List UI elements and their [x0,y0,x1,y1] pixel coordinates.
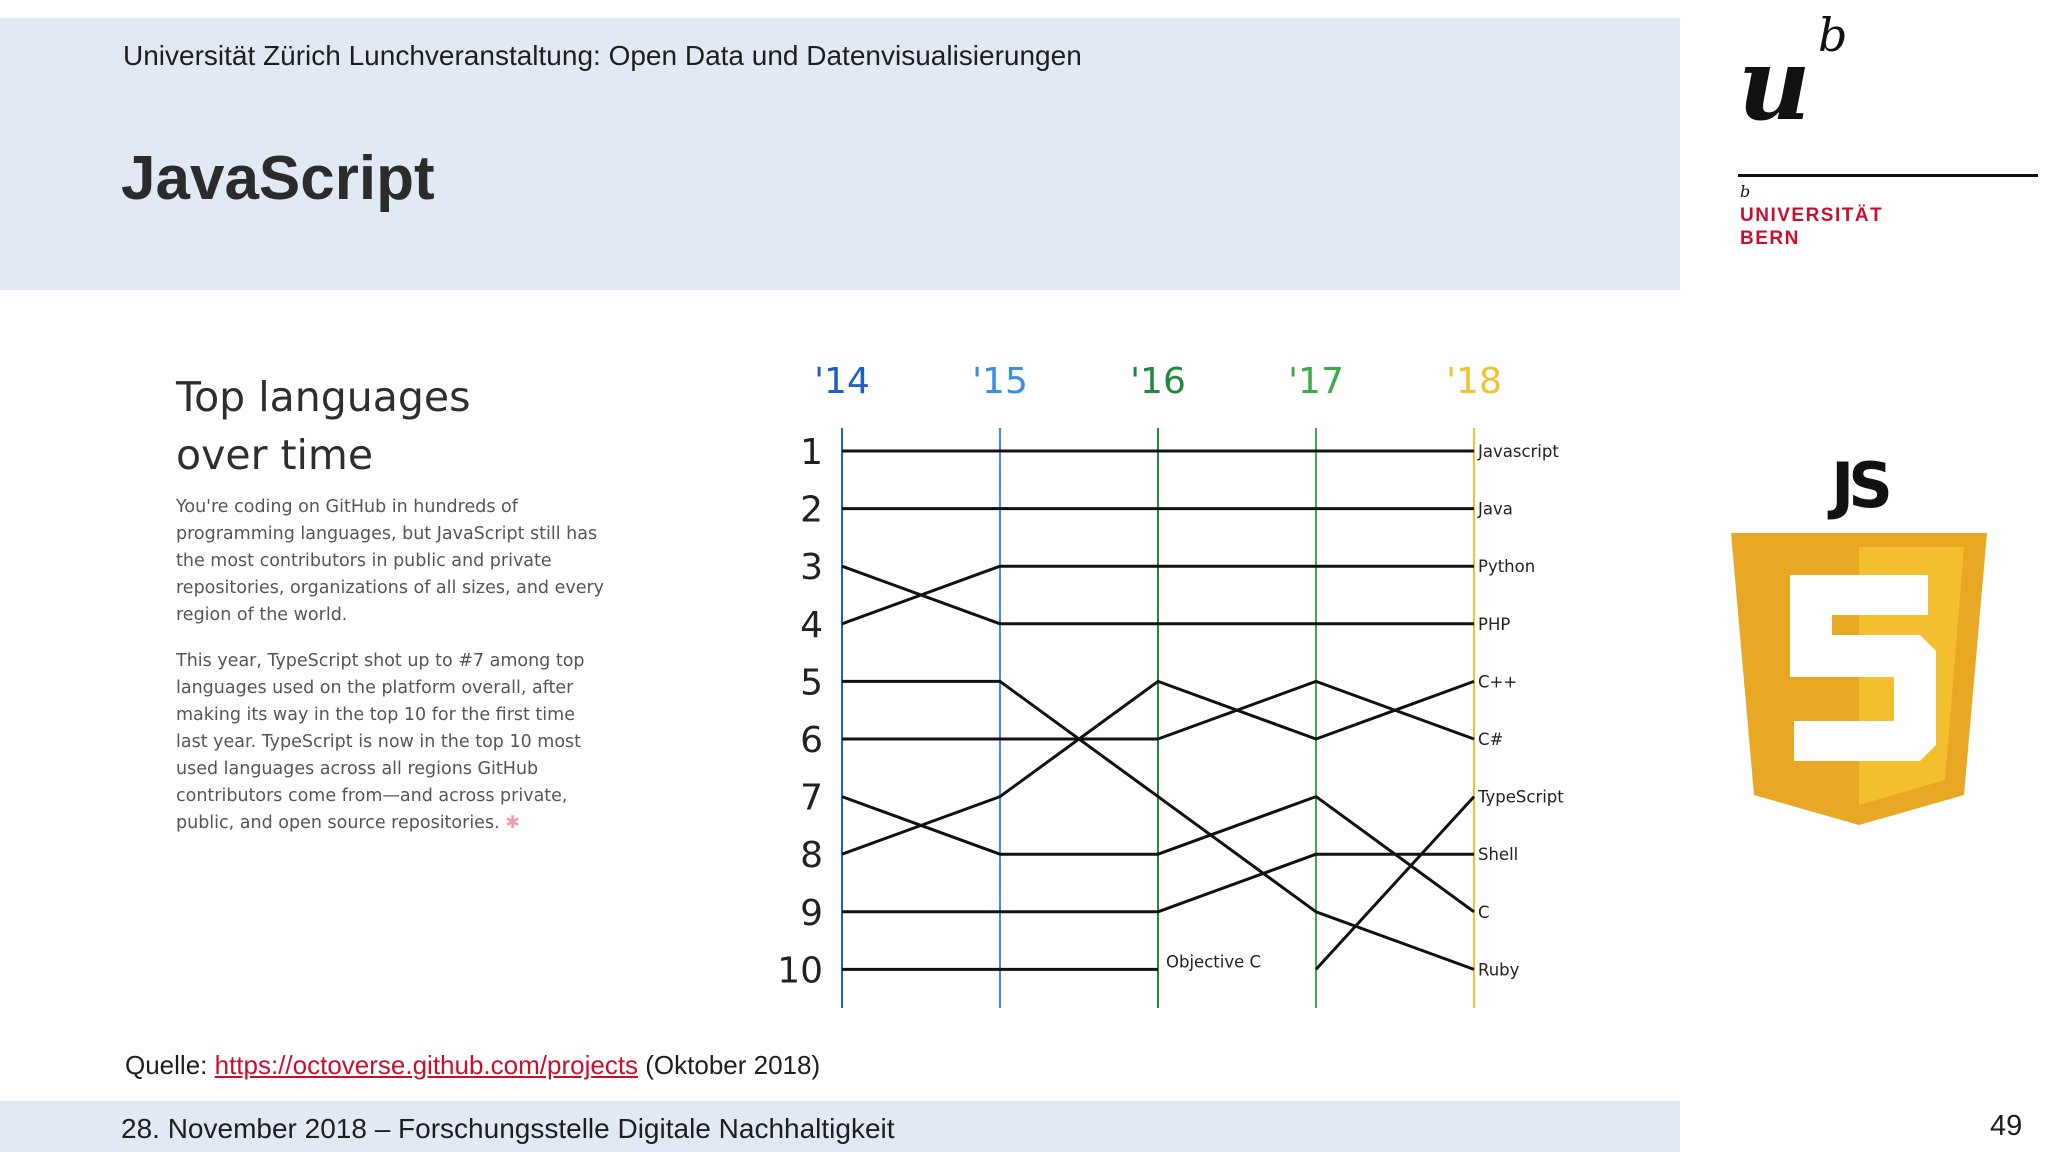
series-label: Javascript [1477,442,1559,461]
rank-label: 2 [800,490,823,531]
source-line: Quelle: https://octoverse.github.com/pro… [125,1050,820,1081]
rank-label: 5 [800,662,823,703]
series-label: Ruby [1478,960,1520,979]
series-line [842,852,1474,914]
series-line [842,679,1475,741]
js-badge-icon: JS [1731,455,1987,825]
footer-text: 28. November 2018 – Forschungsstelle Dig… [121,1113,895,1144]
series-label: C [1478,903,1490,922]
logo-b: b [1818,8,1848,62]
university-logo: u b b UNIVERSITÄT BERN [1738,12,2038,252]
year-label: '15 [972,361,1028,402]
rank-label: 1 [800,432,823,473]
year-label: '14 [814,361,870,402]
rank-label: 8 [800,835,823,876]
series-label: C++ [1478,672,1517,691]
octoverse-heading: Top languages over time [176,368,596,484]
series-line [841,564,1474,626]
slide-title: JavaScript [121,144,435,213]
rank-label: 6 [800,720,823,761]
js-badge-text: JS [1827,455,1889,522]
source-suffix: (Oktober 2018) [638,1050,821,1080]
logo-rule [1738,174,2038,177]
octoverse-paragraph-2: This year, TypeScript shot up to #7 amon… [176,648,606,837]
year-label: '17 [1288,361,1344,402]
octoverse-heading-line1: Top languages [176,373,471,421]
series-line [1314,795,1476,971]
octoverse-heading-line2: over time [176,431,374,479]
series-line [842,679,1475,971]
slide-subtitle: Universität Zürich Lunchveranstaltung: O… [123,40,1082,71]
series-label: TypeScript [1477,788,1564,807]
page-number: 49 [1990,1110,2023,1142]
series-line [841,795,1475,914]
series-label: Objective C [1166,952,1261,971]
octoverse-paragraph-2-text: This year, TypeScript shot up to #7 amon… [176,651,585,833]
footer-band [0,1101,1680,1152]
series-label: Python [1478,557,1535,576]
series-line [841,679,1475,856]
logo-university-name: UNIVERSITÄT BERN [1740,204,1883,250]
series-label: C# [1478,730,1503,749]
rank-label: 4 [800,605,823,646]
series-line [841,564,1474,626]
logo-name-line1: UNIVERSITÄT [1740,205,1884,226]
logo-name-line2: BERN [1740,228,1800,249]
series-label: Java [1477,500,1513,519]
rank-label: 7 [800,778,823,819]
rank-label: 3 [800,547,823,588]
year-label: '16 [1130,361,1186,402]
rank-label: 9 [800,893,823,934]
series-label: PHP [1478,615,1510,634]
header-band [0,18,1680,290]
logo-small-b: b [1740,182,1751,201]
logo-u: u [1738,25,1811,143]
badge-five [1790,575,1936,761]
octoverse-paragraph-1: You're coding on GitHub in hundreds of p… [176,497,605,625]
rank-label: 10 [777,950,823,991]
source-link[interactable]: https://octoverse.github.com/projects [214,1050,639,1080]
series-label: Shell [1478,845,1518,864]
year-label: '18 [1446,361,1502,402]
asterisk-icon: ✱ [505,813,520,833]
source-prefix: Quelle: [125,1050,215,1080]
